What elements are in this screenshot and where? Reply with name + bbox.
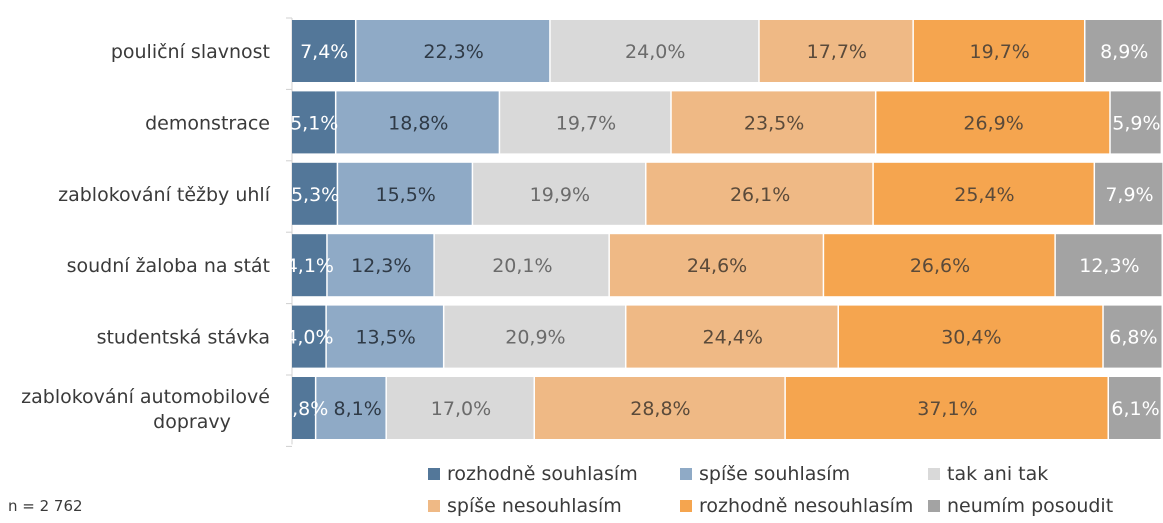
bars-layer: 7,4% 22,3% 24,0% 17,7% 19,7% 8,9% 5,1% 18,8% 19,… <box>280 20 1163 439</box>
data-label: 19,7% <box>970 41 1030 63</box>
legend-label: spíše nesouhlasím <box>447 495 622 517</box>
data-label: 8,9% <box>1100 41 1148 63</box>
data-label: 24,4% <box>703 327 763 349</box>
legend-swatch <box>928 500 940 512</box>
data-label: 26,9% <box>963 112 1023 134</box>
bar-segment <box>913 20 1084 82</box>
data-label: 24,0% <box>625 41 685 63</box>
data-label: 20,9% <box>505 327 565 349</box>
bar-segment <box>327 234 434 297</box>
legend: rozhodně souhlasím spíše souhlasím tak ani… <box>428 463 1113 517</box>
bar-segment <box>609 234 823 297</box>
bar-segment <box>386 377 534 439</box>
bar-segment <box>292 20 355 82</box>
data-label: 17,0% <box>431 398 491 420</box>
legend-label: tak ani tak <box>947 463 1048 485</box>
bar-segment <box>326 305 443 368</box>
data-label: 8,1% <box>334 398 382 420</box>
bar-segment <box>1103 305 1162 368</box>
axis-layer <box>286 17 293 447</box>
data-label: 5,9% <box>1112 112 1160 134</box>
legend-swatch <box>680 468 692 480</box>
category-label: soudní žaloba na stát <box>67 255 270 277</box>
data-label: 28,8% <box>630 398 690 420</box>
data-label: 20,1% <box>492 255 552 277</box>
category-labels: pouliční slavnost demonstrace zablokování … <box>21 41 271 433</box>
category-label: zablokování těžby uhlí <box>58 184 271 206</box>
bar-segment <box>646 162 873 225</box>
bar-segment <box>336 91 499 154</box>
bar-segment <box>292 162 337 225</box>
bar-segment <box>1108 377 1161 439</box>
legend-swatch <box>428 500 440 512</box>
data-label: 7,9% <box>1105 184 1153 206</box>
bar-segment <box>876 91 1110 154</box>
data-label: 26,1% <box>730 184 790 206</box>
bar-segment <box>759 20 913 82</box>
category-label: pouliční slavnost <box>111 41 270 63</box>
legend-label: neumím posoudit <box>947 495 1113 517</box>
data-label: 12,3% <box>1079 255 1139 277</box>
bar-segment <box>473 162 645 225</box>
data-label: 6,8% <box>1109 327 1157 349</box>
data-label: 18,8% <box>388 112 448 134</box>
bar-segment <box>824 234 1055 297</box>
data-label: 7,4% <box>300 41 348 63</box>
bar-segment <box>316 377 386 439</box>
category-label: zablokování automobilové dopravy <box>21 386 270 433</box>
data-label: 25,4% <box>954 184 1014 206</box>
bar-segment <box>550 20 759 82</box>
bar-segment <box>444 305 625 368</box>
legend-swatch <box>680 500 692 512</box>
bar-segment <box>338 162 472 225</box>
data-label: 6,1% <box>1111 398 1159 420</box>
bar-segment <box>292 377 315 439</box>
data-label: 5,3% <box>291 184 339 206</box>
bar-segment <box>434 234 609 297</box>
legend-swatch <box>428 468 440 480</box>
bar-segment <box>838 305 1103 368</box>
bar-segment <box>1085 20 1162 82</box>
bar-segment <box>1095 162 1163 225</box>
data-label: 17,7% <box>807 41 867 63</box>
data-label: 23,5% <box>744 112 804 134</box>
data-label: 30,4% <box>941 327 1001 349</box>
bar-segment <box>500 91 671 154</box>
data-label: 26,6% <box>910 255 970 277</box>
bar-segment <box>873 162 1094 225</box>
bar-segment <box>1055 234 1162 297</box>
bar-segment <box>292 234 327 297</box>
data-label: 37,1% <box>917 398 977 420</box>
data-label: 4,0% <box>285 327 333 349</box>
data-label: 12,3% <box>351 255 411 277</box>
data-label: 5,1% <box>290 112 338 134</box>
legend-label: rozhodně souhlasím <box>447 463 638 485</box>
data-label: 24,6% <box>687 255 747 277</box>
data-label: 2,8% <box>280 398 328 420</box>
bar-segment <box>671 91 875 154</box>
bar-segment <box>626 305 838 368</box>
legend-label: rozhodně nesouhlasím <box>699 495 913 517</box>
data-label: 13,5% <box>355 327 415 349</box>
bar-segment <box>535 377 785 439</box>
bar-segment <box>292 91 335 154</box>
bar-segment <box>785 377 1108 439</box>
data-label: 22,3% <box>423 41 483 63</box>
legend-label: spíše souhlasím <box>699 463 850 485</box>
bar-segment <box>292 305 326 368</box>
data-label: 19,9% <box>530 184 590 206</box>
data-label: 19,7% <box>556 112 616 134</box>
category-label: studentská stávka <box>97 327 270 349</box>
legend-swatch <box>928 468 940 480</box>
data-label: 15,5% <box>375 184 435 206</box>
bar-segment <box>1110 91 1161 154</box>
category-label: demonstrace <box>145 112 270 134</box>
bar-segment <box>356 20 550 82</box>
sample-size-note: n = 2 762 <box>8 497 83 515</box>
data-label: 4,1% <box>286 255 334 277</box>
